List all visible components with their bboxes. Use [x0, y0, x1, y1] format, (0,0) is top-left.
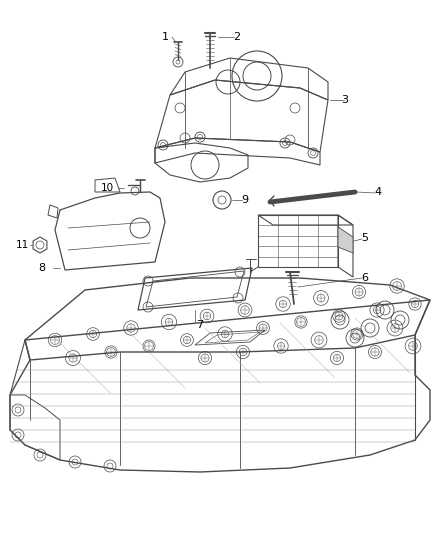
Text: 3: 3	[342, 95, 349, 105]
Text: 2: 2	[233, 32, 240, 42]
Text: 7: 7	[196, 320, 204, 330]
Text: 4: 4	[374, 187, 381, 197]
Text: 6: 6	[361, 273, 368, 283]
Text: 1: 1	[162, 32, 169, 42]
Text: 10: 10	[100, 183, 113, 193]
Polygon shape	[338, 227, 353, 253]
Text: 5: 5	[361, 233, 368, 243]
Text: 9: 9	[241, 195, 248, 205]
Text: 8: 8	[39, 263, 46, 273]
Text: 11: 11	[15, 240, 28, 250]
